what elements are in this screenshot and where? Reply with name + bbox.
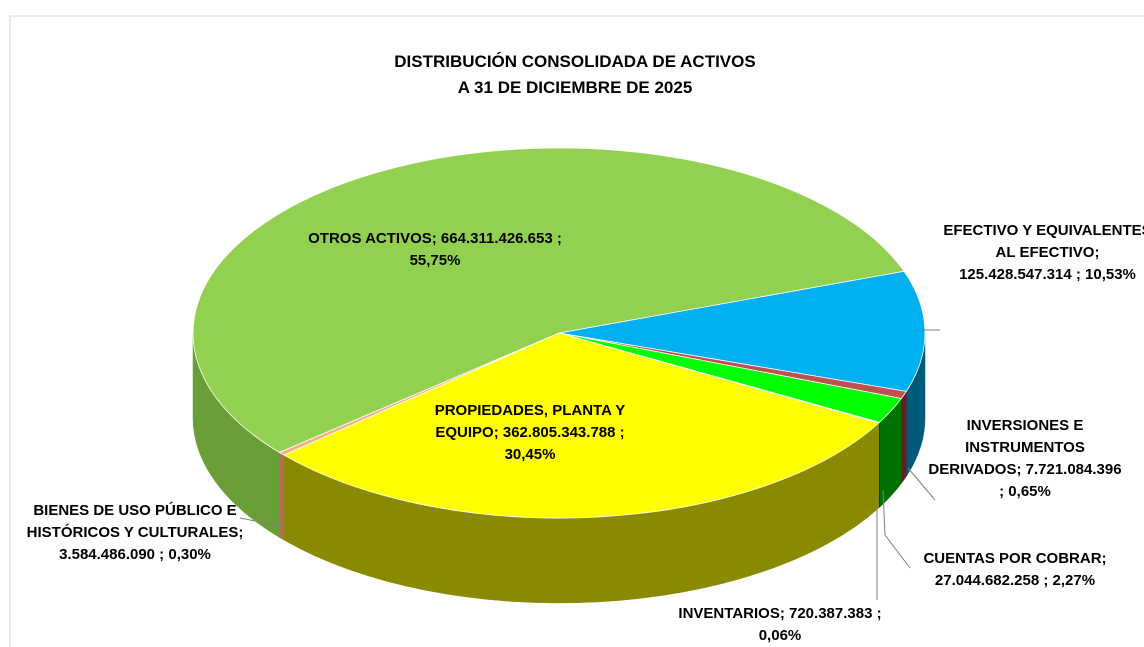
category-label: OTROS ACTIVOS; (308, 230, 437, 247)
category-label: INVENTARIOS; (678, 605, 785, 622)
chart-subtitle: A 31 DE DICIEMBRE DE 2025 (457, 78, 693, 97)
data-label: EFECTIVO Y EQUIVALENTES AL EFECTIVO; 125… (940, 220, 1144, 286)
leader-line (239, 517, 286, 528)
pie-slice (558, 270, 926, 392)
category-label: PROPIEDADES, PLANTA Y EQUIPO; (434, 402, 626, 441)
category-label: BIENES DE USO PÚBLICO E HISTÓRICOS Y CUL… (26, 502, 244, 541)
leader-line (882, 489, 911, 569)
category-label: EFECTIVO Y EQUIVALENTES AL EFECTIVO; (943, 222, 1144, 261)
leader-lines (239, 329, 940, 600)
chart-frame (9, 15, 1144, 647)
value-label: 7.721.084.396 ; 0,65% (999, 461, 1122, 500)
data-label: PROPIEDADES, PLANTA Y EQUIPO; 362.805.34… (410, 400, 650, 466)
data-label: OTROS ACTIVOS; 664.311.426.653 ; 55,75% (300, 228, 570, 272)
value-label: 125.428.547.314 ; 10,53% (959, 266, 1136, 283)
pie-slice (192, 147, 905, 453)
pie-slice-side (901, 390, 907, 485)
category-label: INVERSIONES E INSTRUMENTOS DERIVADOS; (928, 417, 1085, 478)
value-label: 664.311.426.653 ; 55,75% (409, 230, 562, 269)
value-label: 3.584.486.090 ; 0,30% (59, 546, 211, 563)
data-label: INVENTARIOS; 720.387.383 ; 0,06% (665, 603, 895, 647)
data-label: BIENES DE USO PÚBLICO E HISTÓRICOS Y CUL… (15, 500, 255, 566)
data-label: INVERSIONES E INSTRUMENTOS DERIVADOS; 7.… (925, 415, 1125, 503)
data-label: CUENTAS POR COBRAR; 27.044.682.258 ; 2,2… (915, 548, 1115, 592)
value-label: 362.805.343.788 ; 30,45% (502, 424, 625, 463)
value-label: 27.044.682.258 ; 2,27% (934, 572, 1096, 589)
chart-title: DISTRIBUCIÓN CONSOLIDADA DE ACTIVOS (394, 52, 756, 71)
leader-line (907, 467, 936, 501)
category-label: CUENTAS POR COBRAR; (923, 550, 1107, 567)
pie-slice (283, 332, 880, 519)
value-label: 720.387.383 ; 0,06% (758, 605, 882, 644)
